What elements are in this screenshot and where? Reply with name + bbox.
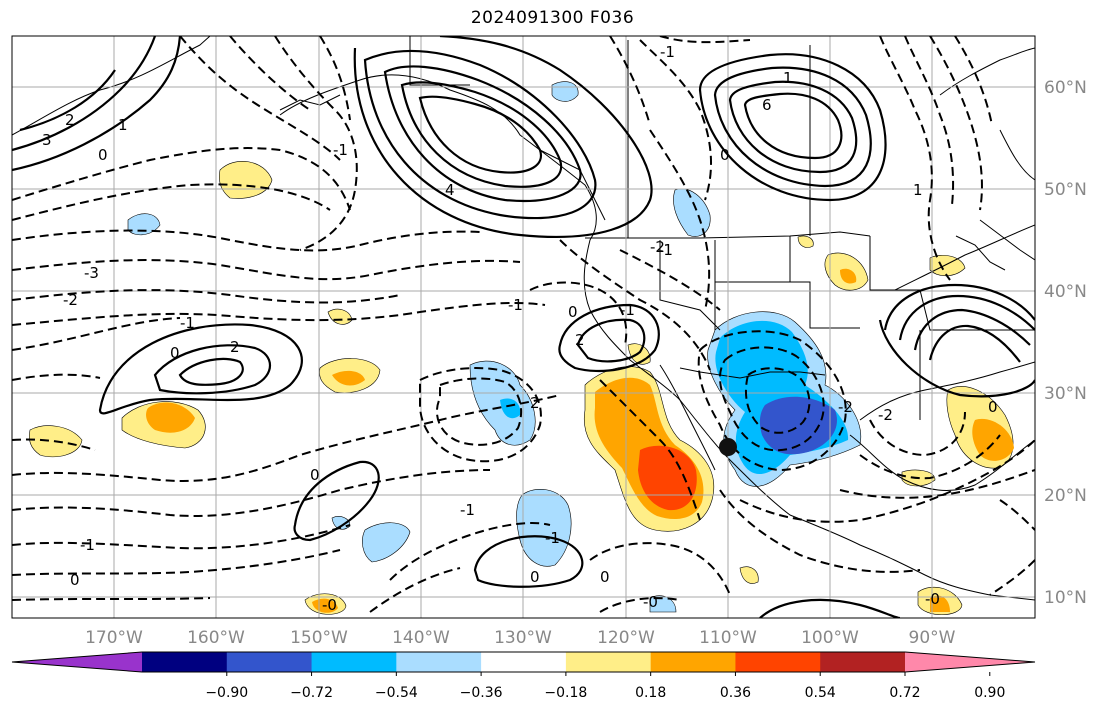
positive-contours [12, 36, 1035, 618]
contour-label: 2 [230, 338, 240, 356]
contour-label: 0 [70, 571, 80, 589]
contour-label: -1 [460, 501, 475, 519]
longitude-axis: 170°W 160°W 150°W 140°W 130°W 120°W 110°… [85, 628, 956, 648]
contour-label: -1 [660, 43, 675, 61]
contour-label: 3 [42, 131, 52, 149]
contour-label: 1 [118, 116, 128, 134]
colorbar-segment [396, 652, 482, 672]
lon-label: 140°W [392, 628, 450, 648]
lat-label: 50°N [1044, 180, 1087, 200]
contour-label: -1 [508, 296, 523, 314]
lat-label: 20°N [1044, 486, 1087, 506]
lon-label: 110°W [699, 628, 757, 648]
contour-label: -1 [658, 241, 673, 259]
contour-label: 0 [720, 146, 730, 164]
map-frame [11, 35, 1036, 619]
lon-label: 150°W [290, 628, 348, 648]
contour-label: -0 [643, 593, 658, 611]
lat-label: 60°N [1044, 78, 1087, 98]
plot-title: 2024091300 F036 [470, 8, 635, 28]
contour-label: -1 [80, 536, 95, 554]
colorbar-label: −0.18 [544, 685, 587, 701]
contour-label: 0 [988, 398, 998, 416]
contour-label: -1 [333, 141, 348, 159]
colorbar-extend-high [905, 652, 1035, 672]
lat-label: 30°N [1044, 384, 1087, 404]
colorbar-label: −0.54 [375, 685, 418, 701]
lon-label: 120°W [597, 628, 655, 648]
lon-label: 170°W [85, 628, 143, 648]
lon-label: 130°W [494, 628, 552, 648]
colorbar-segment [820, 652, 906, 672]
colorbar-label: −0.72 [290, 685, 333, 701]
colorbar-label: 0.18 [635, 685, 666, 701]
contour-label: 2 [65, 111, 75, 129]
colorbar-segment [311, 652, 397, 672]
colorbar-segment [142, 652, 228, 672]
contour-label: -1 [545, 529, 560, 547]
colorbar-label: −0.36 [460, 685, 503, 701]
colorbar-segment [735, 652, 821, 672]
contour-label: 0 [310, 466, 320, 484]
colorbar-label: −0.90 [205, 685, 248, 701]
contour-label: 0 [568, 303, 578, 321]
contour-label: -1 [620, 301, 635, 319]
lon-label: 100°W [801, 628, 859, 648]
contour-label: 1 [913, 181, 923, 199]
lon-label: 90°W [909, 628, 956, 648]
colorbar-segment [226, 652, 313, 672]
colorbar-label: 0.54 [805, 685, 836, 701]
contour-label: 0 [530, 568, 540, 586]
colorbar-label: 0.90 [974, 685, 1005, 701]
colorbar-label: 0.72 [889, 685, 920, 701]
contour-label: 4 [445, 181, 455, 199]
contour-label: 1 [783, 69, 793, 87]
colorbar-outline [11, 651, 1036, 673]
contour-label: -2 [838, 398, 853, 416]
colorbar-extend-low [12, 652, 142, 672]
lat-label: 10°N [1044, 588, 1087, 608]
colorbar: −0.90 −0.72 −0.54 −0.36 −0.18 0.18 0.36 0.54 0.7… [11, 651, 1036, 701]
latitude-axis: 60°N 50°N 40°N 30°N 20°N 10°N [1044, 78, 1087, 608]
contour-labels: 3 2 1 0 -1 -2 -3 4 6 1 0 -1 2 0 -1 2 -1 … [42, 43, 998, 614]
contour-label: 2 [530, 394, 540, 412]
lat-label: 40°N [1044, 282, 1087, 302]
contour-label: 0 [98, 146, 108, 164]
colorbar-segment [565, 652, 652, 672]
contour-label: -3 [84, 264, 99, 282]
colorbar-segment [650, 652, 736, 672]
colorbar-segment [481, 652, 567, 672]
negative-contours [12, 36, 1035, 613]
contour-label: -2 [650, 238, 665, 256]
lon-label: 160°W [187, 628, 245, 648]
storm-center-dot [719, 438, 737, 456]
contour-label: 6 [762, 96, 772, 114]
colorbar-label: 0.36 [720, 685, 751, 701]
contour-label: 2 [575, 331, 585, 349]
contour-label: -2 [63, 291, 78, 309]
contour-label: 0 [170, 344, 180, 362]
contour-label: 0 [600, 568, 610, 586]
contour-label: -0 [925, 590, 940, 608]
contour-label: -1 [180, 314, 195, 332]
shading-layer [29, 81, 1014, 616]
contour-label: -2 [878, 406, 893, 424]
contour-label: -0 [322, 596, 337, 614]
